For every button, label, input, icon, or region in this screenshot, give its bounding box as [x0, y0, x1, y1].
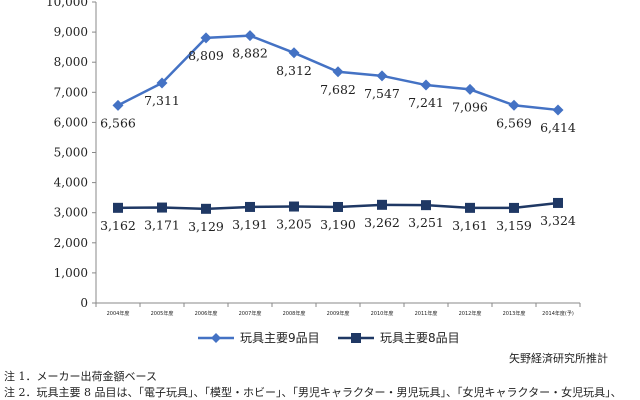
data-label: 3,159	[496, 218, 532, 233]
y-tick-label: 6,000	[54, 115, 88, 129]
series-point-square	[465, 202, 475, 213]
series-point-diamond	[552, 104, 564, 116]
data-label: 6,569	[496, 115, 532, 130]
data-label: 6,414	[540, 120, 576, 135]
x-tick-label: 2008年度	[283, 310, 306, 317]
series-point-square	[509, 202, 519, 213]
legend-marker-diamond	[211, 333, 221, 343]
series-point-diamond	[376, 70, 388, 82]
data-label: 3,251	[408, 215, 444, 230]
series-point-square	[245, 201, 255, 212]
series-point-square	[421, 200, 431, 211]
y-tick-label: 0	[80, 296, 88, 310]
legend-label: 玩具主要8品目	[380, 331, 460, 345]
series-point-square	[377, 199, 387, 210]
series-point-diamond	[420, 79, 432, 91]
data-label: 3,324	[540, 213, 576, 228]
data-label: 7,241	[408, 95, 444, 110]
legend-label: 玩具主要9品目	[240, 331, 320, 345]
data-label: 3,129	[188, 219, 224, 234]
series-point-diamond	[244, 30, 256, 42]
data-label: 7,096	[452, 99, 488, 114]
line-chart: 0 1,000 2,000 3,000 4,000 5,000 6,000 7,000 8,00…	[46, 0, 581, 345]
data-label: 3,190	[320, 217, 356, 232]
y-tick-label: 10,000	[46, 0, 88, 9]
y-tick-label: 2,000	[54, 236, 88, 250]
x-tick-label: 2014年度(予)	[542, 310, 574, 317]
series-point-square	[333, 201, 343, 212]
source-credit: 矢野経済研究所推計	[509, 352, 608, 365]
series-point-diamond	[508, 99, 520, 111]
series-point-diamond	[200, 32, 212, 44]
note-1: 注 1．メーカー出荷金額ベース	[4, 370, 157, 383]
data-label: 3,205	[276, 217, 312, 232]
y-tick-label: 5,000	[54, 146, 88, 160]
chart-series: 6,566 7,311 8,809 8,882 8,312 7,682 7,547 7,241…	[100, 30, 576, 234]
x-tick-label: 2005年度	[151, 310, 174, 317]
series-point-diamond	[464, 83, 476, 95]
x-tick-label: 2011年度	[415, 310, 438, 317]
y-tick-label: 8,000	[54, 55, 88, 69]
legend-marker-square	[351, 333, 361, 343]
data-label: 8,809	[188, 48, 224, 63]
data-label: 8,882	[232, 46, 268, 61]
y-tick-label: 7,000	[54, 85, 88, 99]
y-tick-label: 4,000	[54, 176, 88, 190]
x-axis-ticks: 2004年度 2005年度 2006年度 2007年度 2008年度 2009年度 2010…	[95, 303, 581, 317]
data-label: 3,191	[232, 217, 268, 232]
x-tick-label: 2013年度	[503, 310, 526, 317]
y-tick-label: 3,000	[54, 206, 88, 220]
y-tick-label: 9,000	[54, 25, 88, 39]
data-label: 3,171	[144, 218, 180, 233]
data-label: 6,566	[100, 115, 136, 130]
data-label: 3,262	[364, 215, 400, 230]
chart-legend: 玩具主要9品目 玩具主要8品目	[198, 331, 460, 345]
data-label: 7,311	[144, 93, 180, 108]
y-axis-ticks: 0 1,000 2,000 3,000 4,000 5,000 6,000 7,000 8,00…	[46, 0, 96, 310]
series-point-diamond	[156, 77, 168, 89]
series-point-square	[201, 203, 211, 214]
x-tick-label: 2007年度	[239, 310, 262, 317]
data-label: 7,682	[320, 82, 356, 97]
x-tick-label: 2009年度	[327, 310, 350, 317]
data-label: 7,547	[364, 86, 400, 101]
series-point-square	[157, 202, 167, 213]
series-point-diamond	[112, 99, 124, 111]
series-point-square	[289, 201, 299, 212]
x-tick-label: 2004年度	[107, 310, 130, 317]
series-point-diamond	[332, 66, 344, 78]
series-point-square	[113, 202, 123, 213]
x-tick-label: 2012年度	[459, 310, 482, 317]
series-point-diamond	[288, 47, 300, 59]
data-label: 8,312	[276, 63, 312, 78]
x-tick-label: 2010年度	[371, 310, 394, 317]
data-label: 3,162	[100, 218, 136, 233]
series-point-square	[553, 197, 563, 208]
y-tick-label: 1,000	[54, 266, 88, 280]
x-tick-label: 2006年度	[195, 310, 218, 317]
chart-axes	[95, 2, 580, 304]
data-label: 3,161	[452, 218, 488, 233]
note-2: 注 2．玩具主要 8 品目は、「電子玩具」、「模型・ホビー」、「男児キャラクター…	[4, 386, 622, 399]
